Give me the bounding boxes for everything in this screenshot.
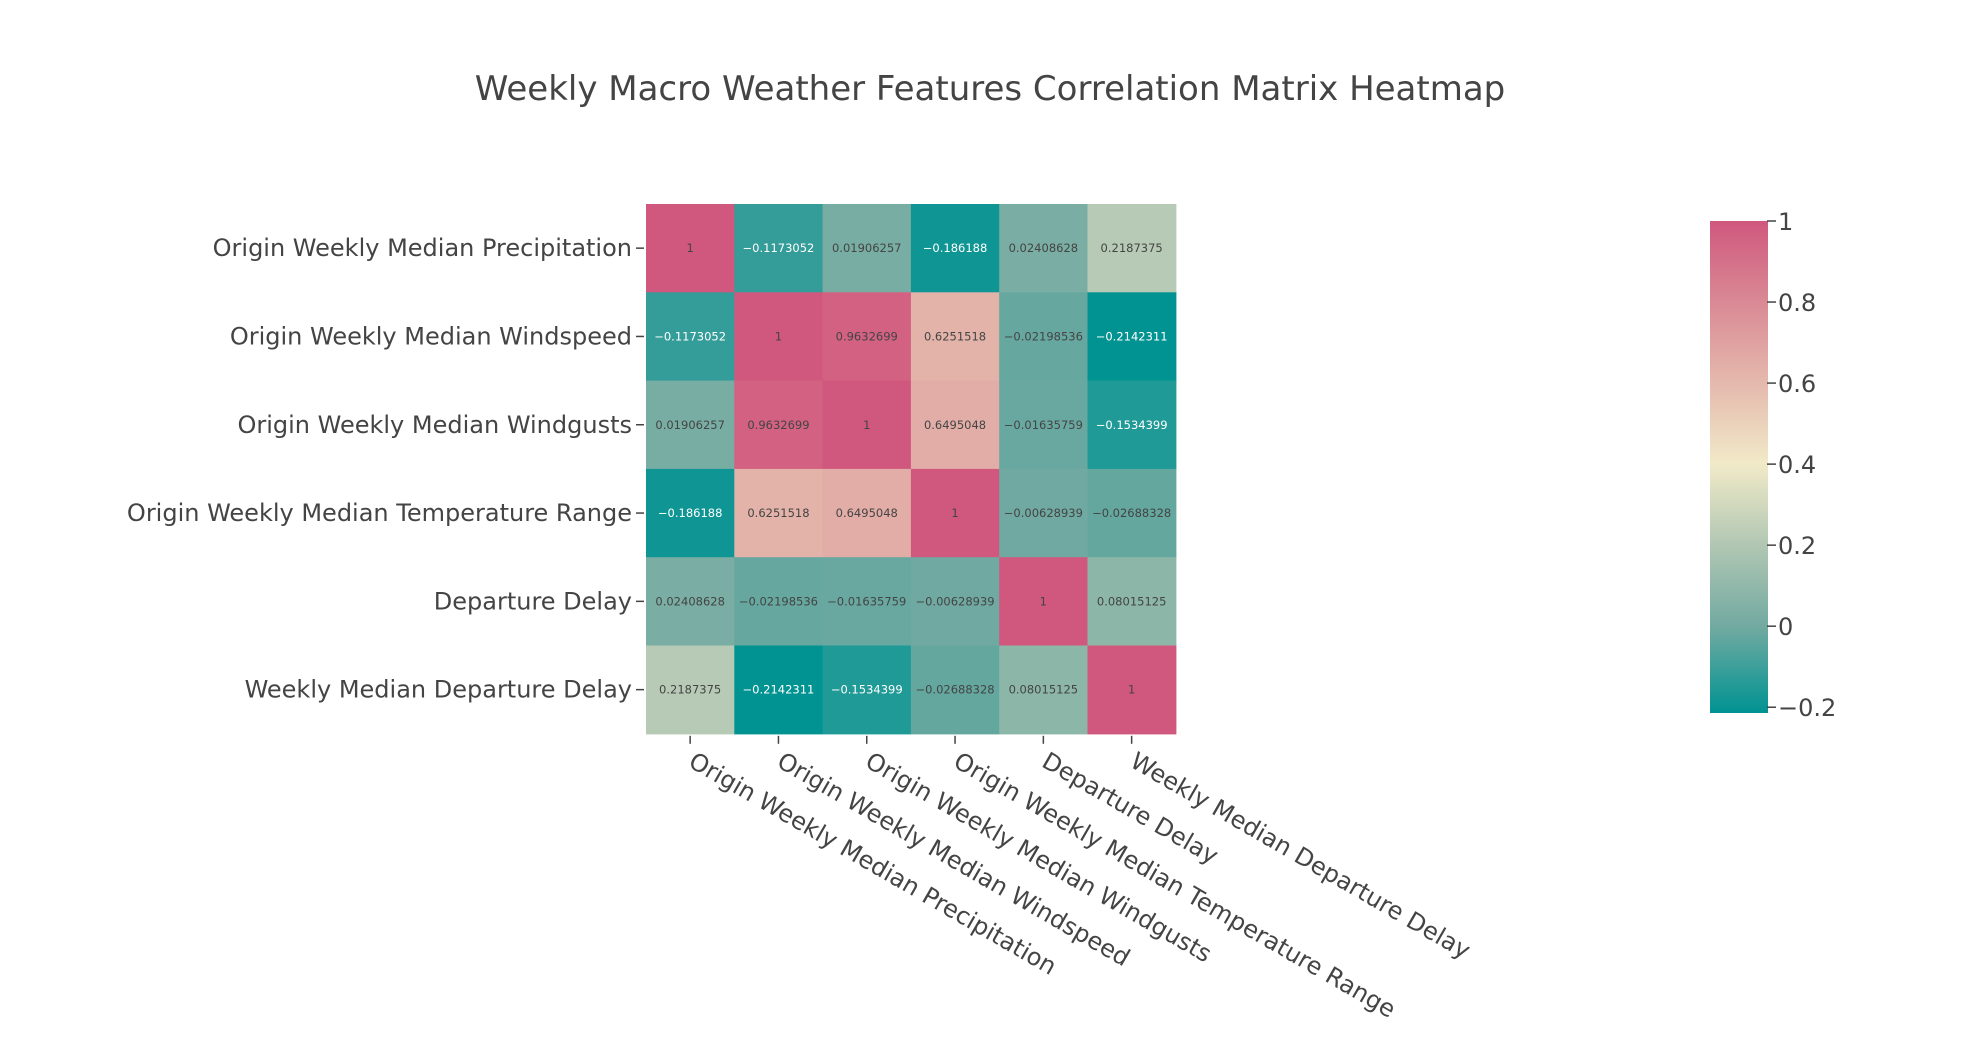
heatmap-cell-label: −0.02688328: [915, 683, 994, 697]
heatmap-cell-label: 1: [951, 506, 958, 520]
heatmap-cell: [646, 204, 735, 293]
heatmap-cell: [910, 380, 1000, 470]
heatmap-cell-label: 0.9632699: [836, 329, 898, 343]
x-axis: Origin Weekly Median PrecipitationOrigin…: [684, 735, 1475, 1024]
heatmap-cell: [1087, 468, 1177, 558]
heatmap-cell-label: −0.01635759: [1004, 418, 1083, 432]
heatmap-cell: [734, 204, 824, 293]
heatmap-cell-label: 1: [775, 329, 782, 343]
heatmap-cell: [646, 645, 735, 735]
heatmap-cell: [734, 645, 824, 735]
heatmap-cell: [1087, 645, 1177, 735]
heatmap-cell-label: −0.2142311: [743, 683, 815, 697]
heatmap-cell-label: 1: [1040, 594, 1047, 608]
colorbar: 1 0.8 0.6 0.4 0.2 0 −0.2: [1710, 208, 1836, 722]
heatmap-cell-label: 0.6495048: [924, 418, 986, 432]
heatmap-cell-label: 1: [1128, 683, 1135, 697]
heatmap-cell: [999, 557, 1089, 647]
y-tick-label: Weekly Median Departure Delay: [245, 676, 632, 704]
heatmap-cell-label: 1: [686, 241, 693, 255]
heatmap-cell: [646, 468, 735, 558]
heatmap-cell-label: −0.00628939: [1004, 506, 1083, 520]
heatmap-cell: [646, 557, 735, 647]
heatmap-cell: [1087, 204, 1177, 293]
heatmap-cell: [734, 380, 824, 470]
heatmap-cell-label: −0.1534399: [831, 683, 903, 697]
heatmap-cell-label: 0.6251518: [924, 329, 986, 343]
heatmap-cell: [910, 204, 1000, 293]
colorbar-tick-label: 0: [1778, 613, 1793, 641]
heatmap-cell: [822, 204, 912, 293]
heatmap-cell: [910, 292, 1000, 382]
heatmap-cell-labels: 1 −0.1173052 0.01906257 −0.186188 0.02408628…: [654, 241, 1171, 697]
heatmap-cell: [999, 292, 1089, 382]
colorbar-tick-label: 0.8: [1778, 289, 1816, 317]
heatmap-cell: [1087, 292, 1177, 382]
y-tick-label: Origin Weekly Median Windspeed: [230, 322, 632, 350]
heatmap-cell-label: 0.2187375: [1101, 241, 1163, 255]
colorbar-tick-label: 0.2: [1778, 532, 1816, 560]
heatmap-cell: [999, 380, 1089, 470]
heatmap-cell: [734, 557, 824, 647]
y-tick-label: Departure Delay: [434, 587, 632, 615]
heatmap-cell: [822, 645, 912, 735]
y-tick-label: Origin Weekly Median Precipitation: [213, 234, 632, 262]
y-tick-label: Origin Weekly Median Windgusts: [237, 411, 632, 439]
heatmap-cell: [822, 292, 912, 382]
heatmap-cell-label: 0.9632699: [747, 418, 809, 432]
heatmap-cell-label: −0.1534399: [1096, 418, 1168, 432]
heatmap-cell: [999, 468, 1089, 558]
heatmap-cell-label: 0.01906257: [832, 241, 902, 255]
heatmap-cell: [1087, 380, 1177, 470]
heatmap-cell-label: 0.08015125: [1009, 683, 1079, 697]
heatmap-cell: [910, 645, 1000, 735]
heatmap-cell-label: 0.08015125: [1097, 594, 1167, 608]
heatmap-cell: [999, 645, 1089, 735]
heatmap-cell: [822, 380, 912, 470]
heatmap-cell-label: 0.02408628: [655, 594, 725, 608]
heatmap-cell-label: −0.186188: [923, 241, 988, 255]
colorbar-tick-label: 1: [1778, 208, 1793, 236]
heatmap-cell-label: −0.186188: [658, 506, 723, 520]
chart-title: Weekly Macro Weather Features Correlatio…: [475, 69, 1506, 109]
colorbar-tick-label: 0.6: [1778, 370, 1816, 398]
heatmap-cell: [646, 380, 735, 470]
colorbar-gradient: [1710, 221, 1768, 713]
heatmap-cell-label: −0.2142311: [1096, 329, 1168, 343]
heatmap-cell-label: 0.6495048: [836, 506, 898, 520]
heatmap-cell-label: −0.00628939: [915, 594, 994, 608]
heatmap-cell-label: −0.02688328: [1092, 506, 1171, 520]
heatmap-cell-label: 0.01906257: [655, 418, 725, 432]
heatmap-cell-label: 0.02408628: [1009, 241, 1079, 255]
heatmap-cell: [734, 468, 824, 558]
heatmap-cell: [822, 557, 912, 647]
colorbar-tick-label: −0.2: [1778, 694, 1836, 722]
heatmap-cell-label: −0.02198536: [739, 594, 818, 608]
y-axis: Origin Weekly Median Precipitation Origin…: [127, 234, 644, 704]
colorbar-tick-label: 0.4: [1778, 451, 1816, 479]
heatmap-cells: [646, 204, 1177, 735]
heatmap-cell-label: 0.2187375: [659, 683, 721, 697]
heatmap-cell: [646, 292, 735, 382]
heatmap-cell: [822, 468, 912, 558]
heatmap-cell-label: −0.1173052: [743, 241, 815, 255]
heatmap-cell-label: 1: [863, 418, 870, 432]
heatmap-cell-label: −0.1173052: [654, 329, 726, 343]
y-tick-label: Origin Weekly Median Temperature Range: [127, 499, 632, 527]
heatmap-cell: [1087, 557, 1177, 647]
heatmap-cell: [910, 557, 1000, 647]
heatmap-cell-label: −0.01635759: [827, 594, 906, 608]
heatmap-cell-label: 0.6251518: [747, 506, 809, 520]
heatmap-cell: [999, 204, 1089, 293]
heatmap-cell: [910, 468, 1000, 558]
heatmap-cell: [734, 292, 824, 382]
heatmap-cell-label: −0.02198536: [1004, 329, 1083, 343]
